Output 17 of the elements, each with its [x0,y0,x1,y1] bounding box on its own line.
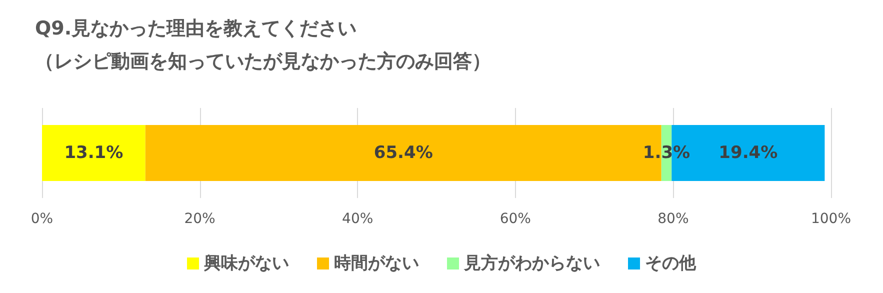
chart-title: Q9.見なかった理由を教えてください [35,18,357,40]
x-tick-label: 40% [342,211,374,227]
data-label: 65.4% [374,143,433,163]
chart-subtitle: （レシピ動画を知っていたが見なかった方のみ回答） [35,50,491,72]
x-tick-label: 100% [810,211,852,227]
legend-label: 時間がない [334,254,419,274]
legend-label: 見方がわからない [463,254,600,274]
data-label: 1.3% [642,143,690,163]
data-label: 19.4% [718,143,778,163]
x-tick-label: 0% [30,211,54,227]
x-tick-label: 60% [500,211,531,227]
legend-label: 興味がない [203,254,289,274]
x-tick-label: 80% [658,211,689,227]
x-tick-label: 20% [184,211,216,227]
data-label: 13.1% [64,143,124,163]
legend-label: その他 [645,254,697,274]
bar [42,125,146,181]
